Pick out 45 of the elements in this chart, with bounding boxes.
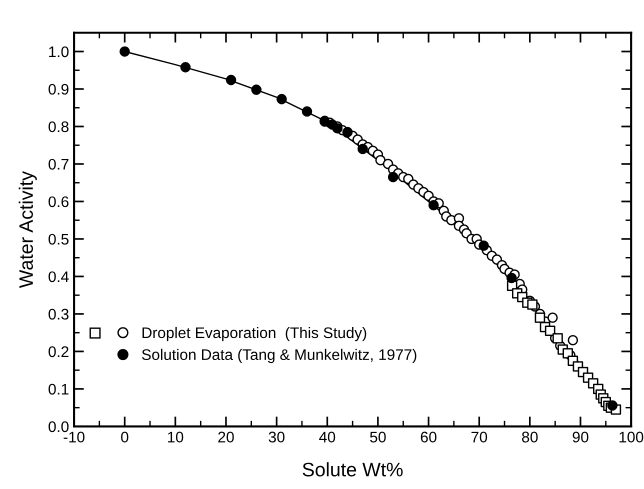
point xyxy=(276,94,287,104)
point xyxy=(120,46,130,57)
point xyxy=(527,299,538,310)
y-tick-label: 0.5 xyxy=(48,234,69,245)
x-tick-label: 0 xyxy=(121,432,128,442)
x-tick-label: 20 xyxy=(218,432,234,442)
y-tick-label: 0.7 xyxy=(48,158,68,170)
point xyxy=(544,326,556,336)
point xyxy=(478,240,489,251)
point xyxy=(358,144,368,154)
point xyxy=(552,333,563,344)
y-tick-label: 0.4 xyxy=(48,271,69,282)
x-tick-label: 10 xyxy=(168,432,184,442)
x-tick-label: 80 xyxy=(522,432,538,442)
point xyxy=(506,272,517,284)
point xyxy=(226,74,236,86)
point xyxy=(251,84,262,95)
x-tick-label: 70 xyxy=(471,432,488,442)
x-tick-label: 100 xyxy=(620,432,644,442)
point xyxy=(388,172,398,182)
point xyxy=(428,200,439,210)
y-axis-title: Water Activity xyxy=(18,171,37,288)
y-tick-label: 0.6 xyxy=(48,196,69,208)
point xyxy=(180,62,191,72)
x-tick-label: 40 xyxy=(319,432,336,442)
point xyxy=(302,106,312,117)
x-tick-label: 90 xyxy=(572,432,588,442)
point xyxy=(568,334,578,346)
y-tick-label: 0.2 xyxy=(48,346,68,358)
y-tick-label: 0.8 xyxy=(48,121,69,132)
legend-label: Solution Data (Tang & Munkelwitz, 1977) xyxy=(142,348,416,364)
y-tick-label: 1.0 xyxy=(49,46,69,58)
legend-label: Droplet Evaporation (This Study) xyxy=(142,326,366,342)
y-tick-label: 0.3 xyxy=(48,308,69,320)
x-tick-label: 60 xyxy=(420,432,436,442)
x-tick-label: 50 xyxy=(370,432,386,442)
point xyxy=(534,312,546,323)
y-tick-label: 0.0 xyxy=(48,421,69,432)
point xyxy=(375,155,386,166)
x-tick-label: 30 xyxy=(268,432,285,442)
x-tick-label: -10 xyxy=(64,432,85,442)
y-tick-label: 0.1 xyxy=(48,384,68,395)
y-tick-label: 0.9 xyxy=(48,84,68,95)
x-axis-title: Solute Wt% xyxy=(302,462,403,476)
point xyxy=(547,312,558,323)
